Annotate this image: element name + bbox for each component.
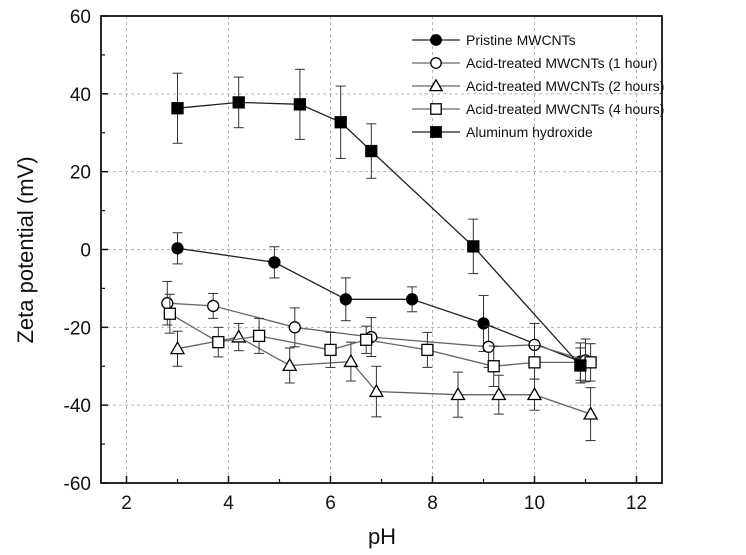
series-4 [163, 293, 597, 387]
data-point [293, 98, 307, 111]
y-tick-label: 40 [70, 85, 91, 106]
legend-marker [430, 103, 442, 115]
series-layer [161, 68, 599, 442]
data-point [360, 333, 373, 346]
data-point [582, 406, 599, 420]
legend-entry-2: Acid-treated MWCNTs (1 hour) [412, 55, 657, 71]
y-tick-label: -40 [64, 396, 91, 417]
data-point [163, 307, 177, 320]
data-point [252, 329, 266, 343]
legend-marker [428, 78, 444, 92]
data-point [282, 357, 298, 371]
legend-marker [430, 34, 442, 46]
data-point [487, 360, 500, 373]
data-point [324, 343, 337, 357]
data-point [482, 340, 495, 353]
data-point [334, 116, 347, 129]
data-point [574, 359, 587, 372]
x-tick-label: 4 [223, 493, 234, 514]
x-tick-label: 2 [121, 493, 132, 514]
data-point [232, 96, 245, 109]
data-point [339, 293, 352, 306]
data-point [467, 240, 480, 253]
x-axis-title: pH [368, 524, 396, 549]
y-tick-label: 60 [70, 7, 91, 28]
legend-entry-1: Pristine MWCNTs [412, 32, 576, 48]
data-point [171, 102, 184, 115]
y-tick-label: 20 [70, 163, 91, 184]
legend-entry-3: Acid-treated MWCNTs (2 hours) [412, 78, 664, 94]
data-point [212, 335, 225, 349]
data-point [421, 343, 434, 357]
axis-layer: 2 4 6 8 10 12 -60 -40 -20 0 20 40 60 [64, 7, 663, 514]
data-point [171, 242, 184, 255]
data-point [368, 383, 385, 398]
legend-label: Acid-treated MWCNTs (2 hours) [466, 78, 664, 94]
x-tick-label: 12 [626, 493, 647, 514]
data-point [207, 299, 220, 313]
y-tick-label: -60 [64, 474, 91, 495]
legend-label: Acid-treated MWCNTs (4 hours) [466, 101, 664, 117]
legend-label: Acid-treated MWCNTs (1 hour) [466, 55, 657, 71]
data-point [268, 256, 281, 269]
y-axis-title: Zeta potential (mV) [13, 156, 38, 343]
legend-marker [430, 57, 442, 69]
data-point [405, 293, 419, 306]
legend-marker [430, 126, 442, 138]
series-3 [169, 322, 599, 442]
x-tick-label: 6 [325, 493, 336, 514]
data-point [584, 356, 597, 369]
legend: Pristine MWCNTs Acid-treated MWCNTs (1 ho… [412, 32, 664, 140]
data-point [477, 317, 490, 330]
data-point [491, 386, 507, 401]
data-point [288, 321, 301, 334]
data-point [169, 340, 186, 355]
legend-entry-5: Aluminum hydroxide [412, 124, 593, 140]
data-point [450, 386, 466, 401]
legend-entry-4: Acid-treated MWCNTs (4 hours) [412, 101, 664, 117]
data-point [528, 356, 541, 369]
x-tick-label: 8 [427, 493, 438, 514]
legend-label: Aluminum hydroxide [466, 124, 593, 140]
x-tick-label: 10 [524, 493, 545, 514]
y-tick-label: 0 [80, 241, 91, 262]
series-line [177, 247, 581, 363]
data-point [343, 353, 359, 368]
series-5 [171, 68, 587, 384]
data-point [161, 297, 174, 310]
y-tick-label: -20 [64, 318, 91, 339]
legend-label: Pristine MWCNTs [466, 32, 576, 48]
data-point [526, 386, 543, 401]
data-point [365, 144, 378, 158]
